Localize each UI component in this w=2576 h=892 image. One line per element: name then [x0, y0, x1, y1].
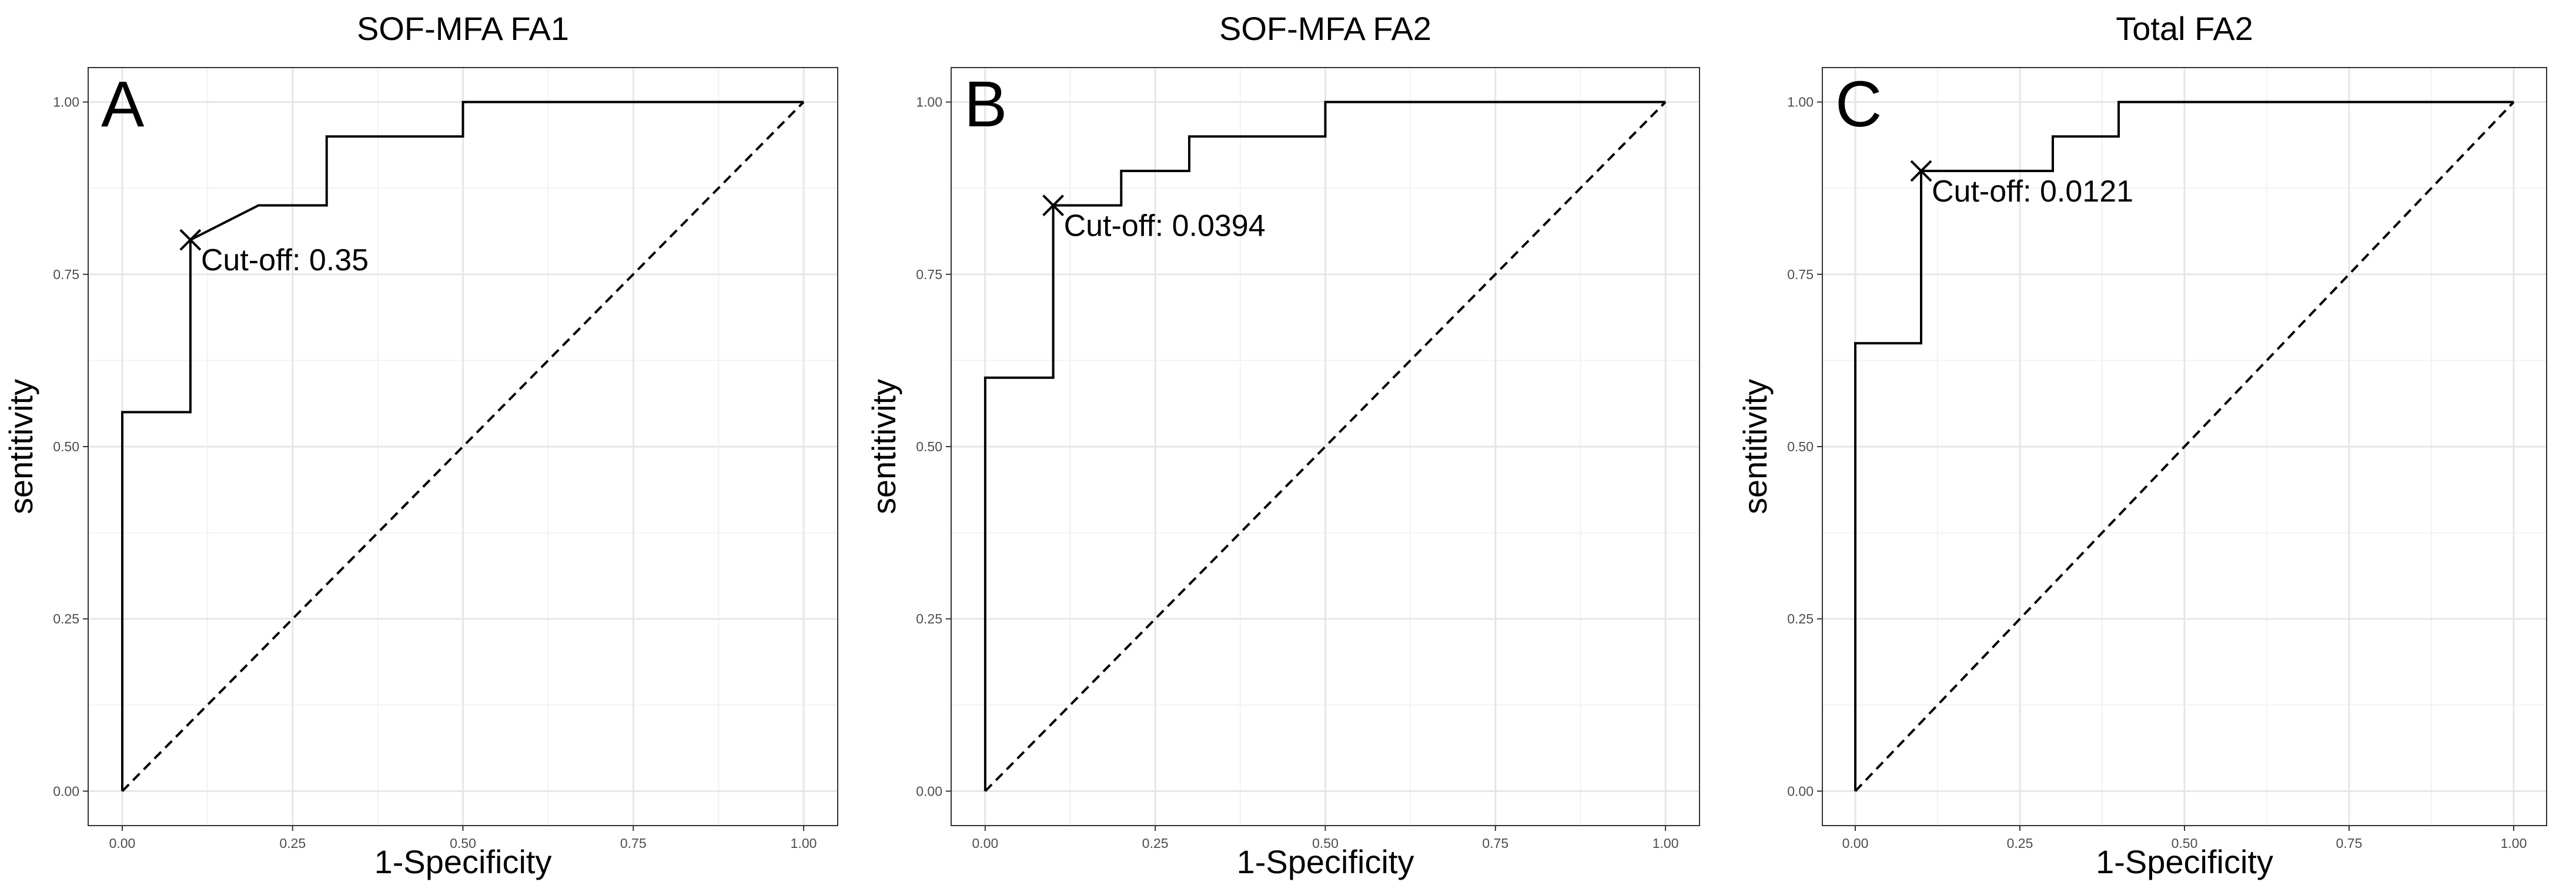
panel-b-y-tick-label: 0.25: [916, 611, 942, 626]
panel-b-cutoff-label: Cut-off: 0.0394: [1064, 209, 1266, 243]
panel-b-y-tick-label: 0.00: [916, 783, 942, 799]
panel-a-x-tick-label: 0.25: [279, 836, 306, 851]
panel-c-x-tick-label: 1.00: [2501, 836, 2527, 851]
panel-b-series-roc: [983, 100, 1666, 792]
panel-a-x-tick-label: 0.00: [109, 836, 136, 851]
panel-a-title: SOF-MFA FA1: [357, 10, 569, 47]
panel-a-y-tick-label: 0.75: [53, 267, 79, 282]
panel-a-label: A: [101, 68, 145, 140]
panel-a-y-tick-label: 0.25: [53, 611, 79, 626]
panel-c-series-roc: [1854, 100, 2514, 792]
panel-a-series-chance: [121, 101, 805, 792]
panel-c-x-tick-label: 0.50: [2172, 836, 2198, 851]
panel-c-cutoff-marker: [1910, 160, 1932, 182]
panel-c-series-chance: [1854, 101, 2515, 792]
panel-c-x-tick-label: 0.25: [2007, 836, 2033, 851]
panel-c-y-tick-label: 1.00: [1787, 95, 1814, 110]
panel-c-x-tick-label: 0.75: [2336, 836, 2363, 851]
panel-b-y-tick-label: 0.75: [916, 267, 942, 282]
panel-c-y-axis-label: sentitivity: [1737, 379, 1774, 514]
panel-b-cutoff-marker: [1042, 195, 1065, 216]
panel-a-y-tick-label: 0.00: [53, 783, 79, 799]
panel-a-x-tick-label: 1.00: [791, 836, 817, 851]
panel-a-y-tick-label: 1.00: [53, 95, 79, 110]
panel-b-series-chance: [984, 101, 1667, 792]
panel-a-x-tick-label: 0.50: [450, 836, 476, 851]
panel-c-y-tick-label: 0.75: [1787, 267, 1814, 282]
panel-c-x-axis-label: 1-Specificity: [2096, 843, 2273, 880]
panel-c-cutoff-label: Cut-off: 0.0121: [1932, 175, 2133, 209]
panel-b: Cut-off: 0.0394 0.00 0.25 0.50 0.75 1.00 0.00 0…: [865, 10, 1700, 880]
panel-b-y-tick-label: 0.50: [916, 439, 942, 454]
panel-b-y-tick-label: 1.00: [916, 95, 942, 110]
panel-b-x-tick-label: 0.50: [1312, 836, 1339, 851]
panel-c-title: Total FA2: [2116, 10, 2253, 47]
panel-a-cutoff-label: Cut-off: 0.35: [201, 243, 369, 277]
panel-a: Cut-off: 0.35 0.00 0.25 0.50 0.75 1.00 0.00 0.2…: [2, 10, 838, 880]
panel-a-x-tick-label: 0.75: [620, 836, 647, 851]
panel-b-x-tick-label: 0.75: [1482, 836, 1508, 851]
panel-c-x-tick-label: 0.00: [1842, 836, 1869, 851]
panel-c-label: C: [1835, 68, 1882, 140]
panel-b-x-tick-label: 0.00: [972, 836, 998, 851]
panel-b-y-axis-label: sentitivity: [865, 379, 902, 514]
panel-c-y-tick-label: 0.25: [1787, 611, 1814, 626]
panel-a-x-axis-label: 1-Specificity: [374, 843, 552, 880]
panel-b-label: B: [964, 68, 1007, 140]
panel-a-y-axis-label: sentitivity: [2, 379, 39, 514]
panel-b-title: SOF-MFA FA2: [1219, 10, 1431, 47]
panel-b-x-tick-label: 1.00: [1652, 836, 1679, 851]
panel-b-x-axis-label: 1-Specificity: [1237, 843, 1414, 880]
panel-b-x-tick-label: 0.25: [1142, 836, 1169, 851]
panel-a-y-tick-label: 0.50: [53, 439, 79, 454]
panel-a-series-roc: [121, 100, 804, 792]
panel-c-y-tick-label: 0.50: [1787, 439, 1814, 454]
panel-c: Cut-off: 0.0121 0.00 0.25 0.50 0.75 1.00 0.00 0…: [1737, 10, 2547, 880]
panel-c-y-tick-label: 0.00: [1787, 783, 1814, 799]
panel-a-cutoff-marker: [179, 229, 202, 251]
